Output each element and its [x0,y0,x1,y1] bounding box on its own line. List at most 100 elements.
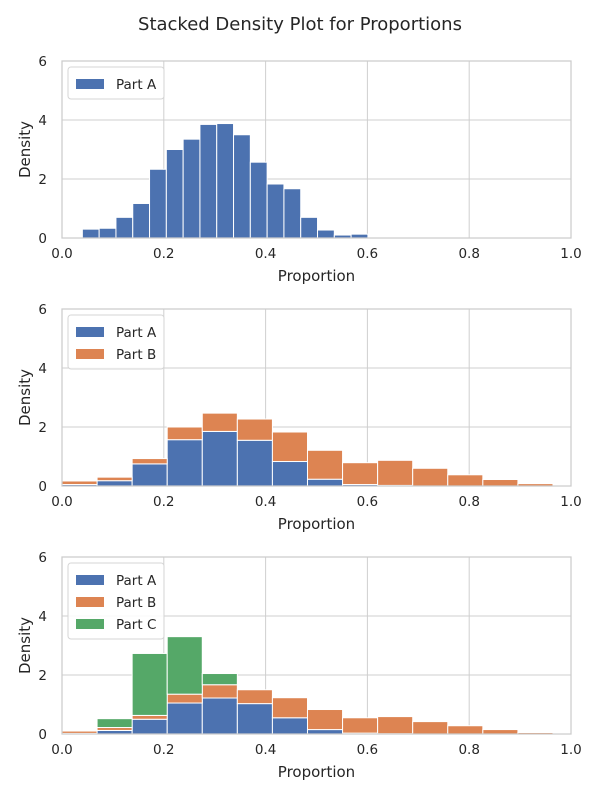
bars [61,636,554,735]
bar-part-c [201,673,238,686]
y-tick-label: 4 [38,113,47,129]
y-axis-label: Density [16,617,34,674]
x-tick-label: 0.2 [153,742,174,758]
legend-box [67,66,165,100]
x-tick-label: 0.4 [255,246,276,262]
bar-part-c [166,636,203,695]
bar-part-b [166,693,203,704]
bar-part-a [306,729,344,735]
bar-part-b [482,479,519,487]
bar-part-b [412,467,449,487]
bar-part-c [131,652,168,716]
bar-part-b [482,729,519,735]
plot-frame [61,308,572,487]
bars [81,123,369,239]
bar-part-b [131,458,168,465]
y-tick-label: 2 [38,420,47,436]
bar-part-b [201,684,238,699]
bar-part-a [236,703,273,735]
legend-swatch [76,575,104,585]
bar-part-a [249,161,268,239]
bar-part-b [342,462,379,486]
bar-part-a [201,697,238,735]
bar-part-b [447,474,484,487]
x-tick-label: 0.6 [357,246,378,262]
bar-part-a [199,123,218,239]
bar-part-a [166,439,203,487]
legend: Part A [67,66,165,100]
legend-swatch [76,597,104,607]
y-tick-label: 2 [38,172,47,188]
subplot-3: 0.0 0.2 0.4 0.6 0.8 1.0 0 2 4 6 Proportion Density P… [16,550,582,781]
bar-part-a [115,216,134,239]
y-tick-label: 6 [38,54,47,70]
bar-part-b [61,730,98,734]
x-tick-label: 0.6 [357,494,378,510]
bar-part-b [271,431,308,463]
bar-part-c [96,718,133,729]
x-tick-label: 0.8 [458,742,479,758]
bar-part-a [182,138,201,239]
legend: Part A Part B Part C [67,562,165,640]
x-axis-label: Proportion [278,515,355,533]
bar-part-a [283,188,302,239]
subplot-1: 0.0 0.2 0.4 0.6 0.8 1.0 0 2 4 6 Proportion Density P… [16,54,582,285]
bar-part-b [236,689,273,705]
bar-part-a [131,463,168,487]
x-tick-label: 0.6 [357,742,378,758]
legend-swatch [76,327,104,337]
bar-part-b [131,714,168,720]
bar-part-a [166,702,203,735]
x-tick-label: 1.0 [560,742,581,758]
x-tick-label: 0.4 [255,742,276,758]
y-tick-label: 6 [38,302,47,318]
y-tick-label: 0 [38,479,47,495]
y-tick-label: 6 [38,550,47,566]
legend-swatch [76,79,104,89]
bar-part-a [300,216,319,239]
legend-swatch [76,349,104,359]
x-tick-label: 1.0 [560,246,581,262]
bar-part-b [447,725,484,735]
x-tick-label: 0.8 [458,246,479,262]
bar-part-a [317,229,335,239]
x-tick-label: 0.2 [153,494,174,510]
bar-part-a [271,461,308,487]
bar-part-a [216,123,235,239]
subplot-panels: 0.0 0.2 0.4 0.6 0.8 1.0 0 2 4 6 Proportion Density P… [16,54,582,781]
figure-title: Stacked Density Plot for Proportions [138,14,462,35]
x-tick-label: 1.0 [560,494,581,510]
plot-frame [61,60,572,239]
bar-part-a [132,202,151,239]
y-axis-label: Density [16,369,34,426]
legend-label: Part A [116,77,157,93]
y-axis-label: Density [16,121,34,178]
bar-part-a [306,478,344,487]
bar-part-b [96,476,133,482]
legend-label: Part B [116,347,156,363]
x-tick-label: 0.2 [153,246,174,262]
bar-part-b [236,418,273,441]
bar-part-a [98,227,117,239]
bar-part-b [306,449,344,480]
bar-part-b [377,716,414,735]
x-axis-label: Proportion [278,763,355,781]
x-tick-label: 0.0 [51,494,72,510]
bar-part-a [233,134,251,239]
legend-label: Part A [116,325,157,341]
y-tick-label: 0 [38,727,47,743]
bar-part-b [61,480,98,486]
bar-part-a [201,430,238,487]
x-axis-label: Proportion [278,267,355,285]
y-tick-label: 4 [38,361,47,377]
bar-part-b [377,459,414,486]
bar-part-b [306,709,344,731]
bar-part-b [166,426,203,441]
x-tick-label: 0.0 [51,246,72,262]
plot-frame [61,556,572,735]
bar-part-b [412,721,449,735]
legend-label: Part A [116,573,157,589]
x-tick-label: 0.0 [51,742,72,758]
y-tick-label: 4 [38,609,47,625]
